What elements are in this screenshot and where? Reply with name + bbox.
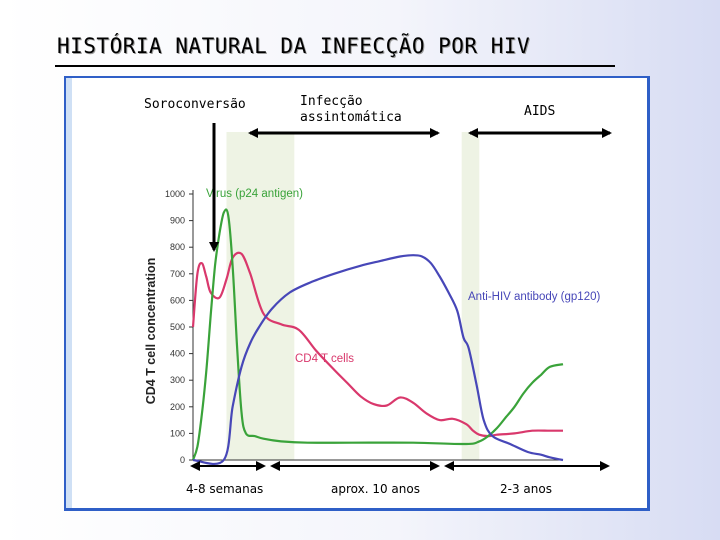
y-tick-label: 700 xyxy=(170,269,185,279)
seroconversion-label: Soroconversão xyxy=(144,97,246,112)
slide-title: HISTÓRIA NATURAL DA INFECÇÃO POR HIV xyxy=(57,34,531,58)
asymptomatic-label-line2: assintomática xyxy=(300,110,402,125)
series-line-virus-p24-antigen xyxy=(191,208,564,461)
y-tick-label: 100 xyxy=(170,428,185,438)
figure-frame xyxy=(64,76,650,511)
title-underline xyxy=(55,65,615,67)
duration-late-label: 2-3 anos xyxy=(500,482,552,496)
y-tick-label: 200 xyxy=(170,402,185,412)
y-axis-title: CD4 T cell concentration xyxy=(144,258,158,405)
y-tick-label: 500 xyxy=(170,322,185,332)
asymptomatic-label-line1: Infecção xyxy=(300,94,363,109)
y-tick-label: 400 xyxy=(170,349,185,359)
y-tick-label: 600 xyxy=(170,295,185,305)
duration-early-label: 4-8 semanas xyxy=(186,482,264,496)
series-line-anti-hiv-antibody-gp120 xyxy=(192,254,564,466)
shaded-region-1 xyxy=(226,132,295,460)
aids-label: AIDS xyxy=(524,104,556,119)
series-label-virus-p24-antigen: Virus (p24 antigen) xyxy=(206,188,303,200)
series-label-cd4-t-cells: CD4 T cells xyxy=(295,353,354,365)
series-label-anti-hiv-antibody-gp120: Anti-HIV antibody (gp120) xyxy=(468,291,600,303)
series-line-cd4-t-cells xyxy=(191,251,563,438)
duration-middle-label: aprox. 10 anos xyxy=(331,482,420,496)
y-tick-label: 800 xyxy=(170,242,185,252)
asymptomatic-label: Infecção assintomática xyxy=(300,94,402,126)
y-tick-label: 900 xyxy=(170,216,185,226)
y-tick-label: 300 xyxy=(170,375,185,385)
y-tick-label: 1000 xyxy=(165,189,185,199)
frame-accent-bar xyxy=(66,78,72,508)
y-tick-label: 0 xyxy=(180,455,185,465)
